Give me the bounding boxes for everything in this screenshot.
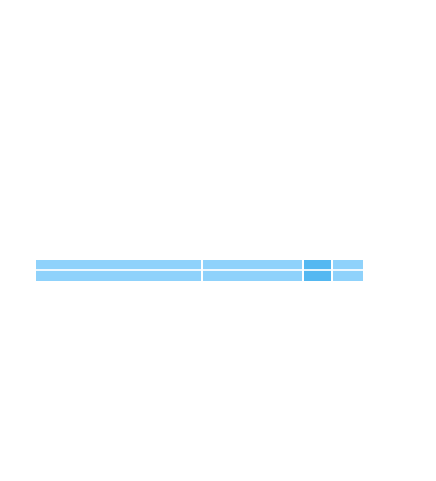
bar-segment-4[interactable] [331, 260, 363, 281]
bar-segment-1[interactable] [36, 260, 201, 281]
bar-segment-3-active[interactable] [302, 260, 331, 281]
segmented-bar [36, 260, 363, 281]
bar-segment-2[interactable] [201, 260, 302, 281]
